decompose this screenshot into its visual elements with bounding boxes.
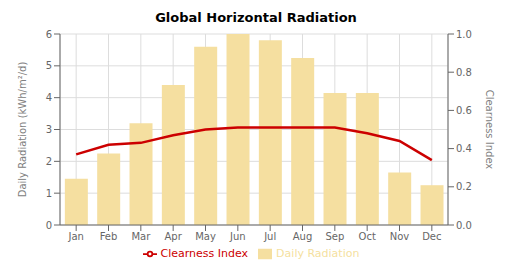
svg-text:Dec: Dec	[422, 231, 441, 242]
svg-text:3: 3	[46, 124, 52, 135]
svg-text:Jul: Jul	[263, 231, 276, 242]
svg-text:0.8: 0.8	[456, 67, 472, 78]
svg-text:Mar: Mar	[131, 231, 151, 242]
svg-text:2: 2	[46, 156, 52, 167]
svg-text:Jan: Jan	[67, 231, 83, 242]
svg-text:Sep: Sep	[325, 231, 344, 242]
svg-text:0.0: 0.0	[456, 220, 472, 231]
svg-text:Clearness Index: Clearness Index	[484, 90, 495, 170]
svg-text:Feb: Feb	[100, 231, 118, 242]
svg-text:1: 1	[46, 188, 52, 199]
svg-text:4: 4	[46, 92, 52, 103]
svg-text:6: 6	[46, 29, 52, 40]
svg-text:0.2: 0.2	[456, 181, 472, 192]
svg-text:0: 0	[46, 220, 52, 231]
svg-text:Oct: Oct	[359, 231, 376, 242]
svg-text:Jun: Jun	[229, 231, 246, 242]
svg-text:0.6: 0.6	[456, 105, 472, 116]
html-text:Daily Radiation: Daily Radiation	[276, 247, 360, 260]
svg-text:1.0: 1.0	[456, 29, 472, 40]
svg-text:Apr: Apr	[165, 231, 183, 242]
svg-text:Daily Radiation (kWh/m²/d): Daily Radiation (kWh/m²/d)	[17, 62, 28, 198]
svg-text:0.4: 0.4	[456, 143, 472, 154]
svg-text:Nov: Nov	[390, 231, 410, 242]
svg-text:5: 5	[46, 60, 52, 71]
html-text:Global Horizontal Radiation: Global Horizontal Radiation	[155, 10, 357, 25]
svg-text:Aug: Aug	[293, 231, 313, 242]
svg-text:May: May	[195, 231, 216, 242]
html-text:Clearness Index: Clearness Index	[160, 247, 249, 260]
